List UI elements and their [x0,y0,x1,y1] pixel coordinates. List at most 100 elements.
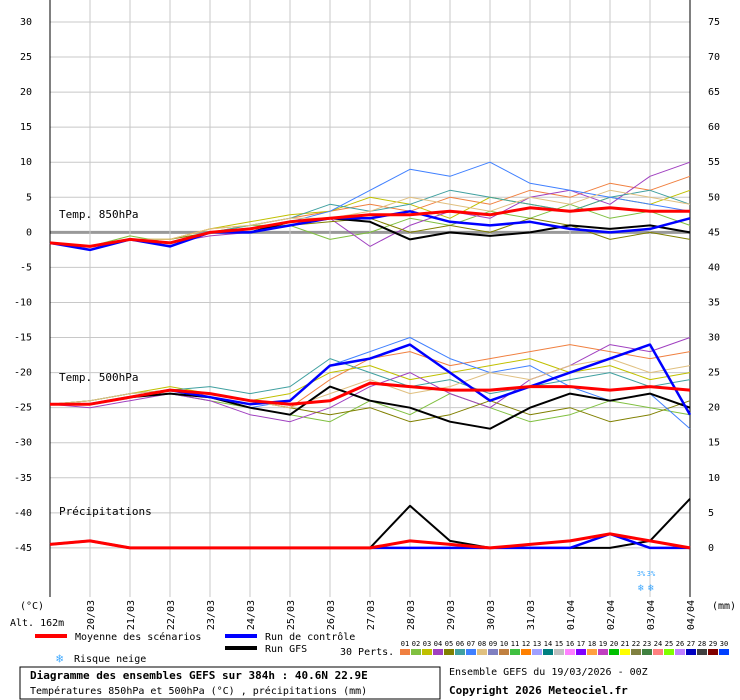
footer-copyright: Copyright 2026 Meteociel.fr [449,684,628,697]
legend-label: Run GFS [265,644,307,655]
x-tick-label: 21/03 [126,600,137,630]
y-tick-label: -40 [14,508,32,519]
y-tick-label: 15 [20,122,32,133]
legend-label: Run de contrôle [265,631,355,643]
perturbation-swatch [576,649,586,655]
perturbation-swatch [653,649,663,655]
perturbation-number: 23 [643,640,651,648]
perturbation-swatch [466,649,476,655]
x-tick-label: 25/03 [286,600,297,630]
panel-label: Temp. 500hPa [59,371,138,384]
perturbation-swatch [422,649,432,655]
series-line [49,189,691,247]
perturbations-label: 30 Perts. [340,647,394,658]
snow-risk-icon: ❄ [638,583,645,594]
y2-tick-label: 55 [708,157,720,168]
perturbation-number: 12 [522,640,530,648]
footer-title: Diagramme des ensembles GEFS sur 384h : … [30,669,368,682]
y-tick-label: 20 [20,87,32,98]
perturbation-swatch [433,649,443,655]
y2-tick-label: 25 [708,368,720,379]
y-tick-label: -35 [14,473,32,484]
perturbation-swatch [554,649,564,655]
y2-tick-label: 70 [708,52,720,63]
perturbation-swatch [697,649,707,655]
perturbation-number: 25 [665,640,673,648]
y-axis-label: (°C) [20,601,44,612]
perturbation-swatch [488,649,498,655]
snow-legend: Risque neige [74,654,146,665]
series-line [49,337,691,423]
y2-tick-label: 10 [708,473,720,484]
perturbation-number: 19 [599,640,607,648]
perturbation-swatch [521,649,531,655]
x-tick-label: 02/04 [606,600,617,630]
footer-run: Ensemble GEFS du 19/03/2026 - 00Z [449,667,648,678]
perturbation-swatch [411,649,421,655]
perturbation-number: 06 [456,640,464,648]
snow-risk-label: 3% [647,570,656,578]
perturbation-swatch [642,649,652,655]
perturbation-swatch [400,649,410,655]
x-tick-label: 01/04 [566,600,577,630]
perturbation-swatch [532,649,542,655]
panel-label: Précipitations [59,505,152,518]
x-tick-label: 27/03 [366,600,377,630]
legend-label: Moyenne des scénarios [75,631,201,643]
perturbation-swatch [565,649,575,655]
perturbation-number: 10 [500,640,508,648]
y-tick-label: 5 [26,192,32,203]
y2-tick-label: 45 [708,227,720,238]
perturbation-number: 29 [709,640,717,648]
y-tick-label: -5 [20,262,32,273]
perturbation-swatch [477,649,487,655]
perturbation-number: 07 [467,640,475,648]
perturbation-swatch [631,649,641,655]
y2-tick-label: 30 [708,333,720,344]
series-line [49,358,691,405]
perturbation-swatch [587,649,597,655]
y2-tick-label: 0 [708,543,714,554]
series-line [50,385,691,430]
perturbation-swatch [609,649,619,655]
perturbation-number: 26 [676,640,684,648]
perturbation-number: 20 [610,640,618,648]
perturbation-swatch [455,649,465,655]
y-tick-label: -20 [14,368,32,379]
series-line [49,210,691,252]
y2-tick-label: 35 [708,297,720,308]
x-tick-label: 31/03 [526,600,537,630]
perturbation-number: 14 [544,640,552,648]
perturbation-number: 28 [698,640,706,648]
snow-risk-icon: ❄ [648,583,655,594]
x-tick-label: 29/03 [446,600,457,630]
perturbation-number: 08 [478,640,486,648]
perturbation-swatch [543,649,553,655]
perturbation-swatch [598,649,608,655]
y2-tick-label: 60 [708,122,720,133]
altitude: Alt. 162m [10,618,64,629]
y2-tick-label: 65 [708,87,720,98]
perturbation-number: 15 [555,640,563,648]
x-tick-label: 26/03 [326,600,337,630]
perturbation-swatch [444,649,454,655]
y2-tick-label: 75 [708,17,720,28]
series-line [49,532,691,550]
perturbation-number: 30 [720,640,728,648]
perturbation-swatch [686,649,696,655]
perturbation-number: 27 [687,640,695,648]
x-tick-label: 30/03 [486,600,497,630]
x-tick-label: 23/03 [206,600,217,630]
perturbation-number: 13 [533,640,541,648]
series-line [49,206,690,248]
y2-axis-label: (mm) [712,601,736,612]
perturbation-number: 09 [489,640,497,648]
y-tick-label: 0 [26,227,32,238]
y-tick-label: -15 [14,333,32,344]
x-tick-label: 04/04 [686,600,697,630]
x-tick-label: 22/03 [166,600,177,630]
snow-risk-label: 3% [637,570,646,578]
y-tick-label: -10 [14,297,32,308]
y-tick-label: -25 [14,403,32,414]
